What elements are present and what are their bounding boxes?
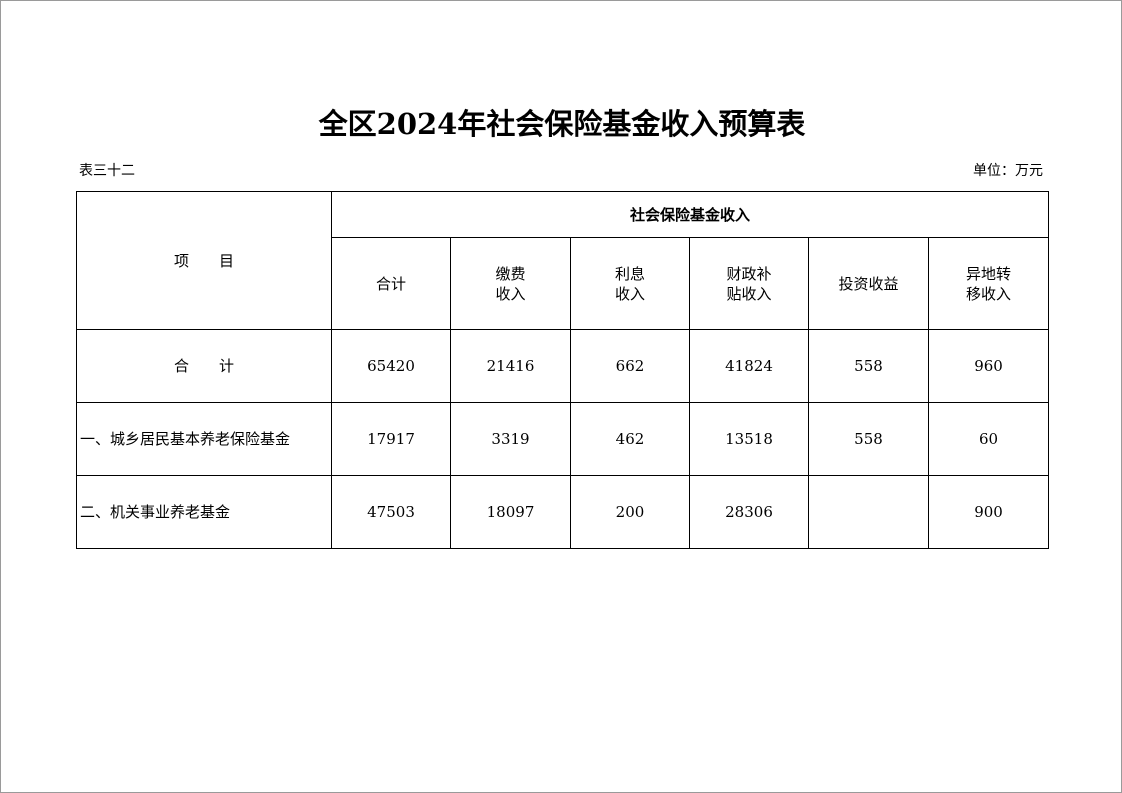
cell: 28306	[689, 475, 809, 549]
cell: 18097	[450, 475, 571, 549]
column-header-line: 移收入	[966, 284, 1012, 303]
cell: 558	[808, 402, 929, 476]
column-header: 异地转 移收入	[927, 237, 1050, 330]
cell: 462	[570, 402, 690, 476]
column-header-line: 缴费	[495, 264, 526, 283]
table-number: 表三十二	[79, 163, 135, 179]
page-title: 全区2024年社会保险基金收入预算表	[318, 107, 806, 141]
column-header: 投资收益	[808, 237, 929, 330]
row-label: 二、机关事业养老基金	[76, 475, 332, 549]
column-header: 缴费 收入	[450, 237, 571, 330]
cell: 41824	[689, 329, 809, 403]
cell: 17917	[331, 402, 451, 476]
cell: 960	[927, 329, 1050, 403]
column-header: 利息 收入	[570, 237, 690, 330]
column-header: 合计	[331, 237, 451, 330]
table-row: 二、机关事业养老基金 47503 18097 200 28306 900	[76, 475, 1050, 549]
column-header-line: 投资收益	[838, 274, 899, 293]
cell: 47503	[331, 475, 451, 549]
cell: 3319	[450, 402, 571, 476]
header-item: 项 目	[76, 191, 332, 330]
row-label: 一、城乡居民基本养老保险基金	[76, 402, 332, 476]
column-header-line: 收入	[614, 284, 645, 303]
table-row: 合 计 65420 21416 662 41824 558 960	[76, 329, 1050, 403]
cell: 60	[927, 402, 1050, 476]
column-header-line: 利息	[614, 264, 645, 283]
unit-label: 单位：万元	[973, 163, 1043, 179]
column-header-line: 贴收入	[726, 284, 772, 303]
cell: 13518	[689, 402, 809, 476]
cell: 200	[570, 475, 690, 549]
column-header-line: 合计	[375, 274, 406, 293]
table-row: 一、城乡居民基本养老保险基金 17917 3319 462 13518 558 …	[76, 402, 1050, 476]
cell: 662	[570, 329, 690, 403]
column-header-line: 异地转	[966, 264, 1012, 283]
header-group: 社会保险基金收入	[330, 191, 1050, 238]
cell	[808, 475, 929, 549]
budget-table: 项 目 社会保险基金收入 合计 缴费 收入 利息 收入 财政补 贴收入 投资收益 异地转 移收入 …	[76, 191, 1050, 549]
cell: 65420	[331, 329, 451, 403]
cell: 21416	[450, 329, 571, 403]
column-header: 财政补 贴收入	[689, 237, 809, 330]
row-label: 合 计	[76, 329, 332, 403]
column-header-line: 收入	[495, 284, 526, 303]
column-header-line: 财政补	[726, 264, 772, 283]
cell: 900	[927, 475, 1050, 549]
cell: 558	[808, 329, 929, 403]
